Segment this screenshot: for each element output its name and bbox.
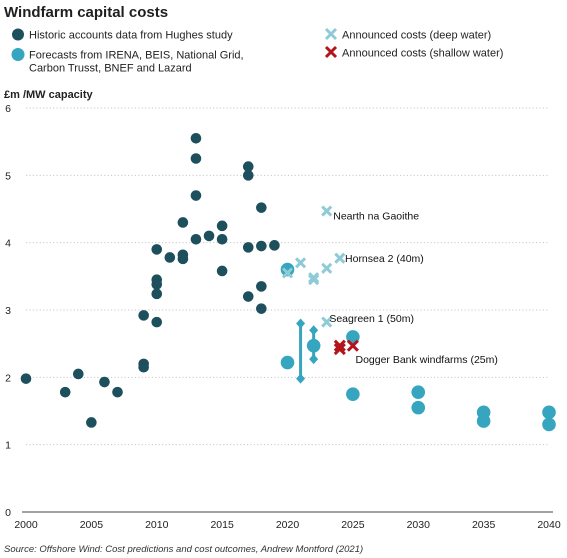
legend-deep-marker	[324, 27, 338, 41]
grid-lines	[26, 107, 549, 446]
historic-point	[151, 279, 163, 290]
historic-point	[216, 234, 228, 245]
historic-point	[256, 240, 267, 252]
deep-water-point	[308, 274, 320, 286]
forecast-point	[346, 387, 360, 401]
historic-point	[138, 361, 149, 373]
axes: 0 1 2 3 4 5 6 2000 2005 2010 2015 2020 2025 2030 2035 2…	[5, 103, 561, 531]
historic-point	[190, 133, 202, 144]
historic-point	[59, 386, 71, 398]
historic-point	[190, 190, 202, 201]
historic-point	[203, 230, 215, 242]
historic-point	[242, 161, 254, 172]
forecast-range-marker	[309, 354, 319, 365]
shallow-water-point	[333, 339, 346, 352]
forecast-point	[280, 355, 295, 370]
forecast-point	[280, 262, 295, 277]
historic-point	[151, 288, 163, 300]
historic-point	[242, 242, 254, 253]
deep-water-point	[334, 252, 346, 264]
forecast-point	[542, 417, 556, 432]
historic-point	[256, 303, 267, 314]
x-tick-label: 2030	[407, 519, 431, 531]
historic-point	[151, 244, 163, 255]
source-note: Source: Offshore Wind: Cost predictions …	[4, 544, 363, 555]
y-tick-label: 6	[5, 103, 11, 115]
deep-water-point	[281, 267, 294, 279]
deep-water-point	[321, 316, 333, 328]
legend-deep-label: Announced costs (deep water)	[342, 30, 491, 42]
forecast-point	[411, 400, 426, 415]
legend-historic-label: Historic accounts data from Hughes study	[29, 30, 233, 42]
historic-point	[190, 153, 202, 164]
x-tick-label: 2010	[145, 519, 169, 531]
data-points	[20, 133, 556, 432]
forecast-point	[411, 385, 426, 399]
annotation-label: Nearth na Gaoithe	[333, 211, 419, 223]
historic-point	[151, 316, 163, 328]
historic-point	[99, 376, 110, 388]
x-tick-label: 2040	[537, 519, 561, 531]
legend-historic-marker	[12, 28, 24, 41]
historic-point	[242, 170, 254, 181]
y-tick-label: 2	[5, 372, 11, 384]
shallow-water-point	[346, 339, 359, 352]
deep-water-point	[295, 257, 307, 269]
x-tick-label: 2005	[80, 519, 104, 531]
forecast-point	[306, 338, 321, 353]
shallow-water-point	[333, 342, 346, 356]
historic-point	[216, 265, 228, 277]
annotations: Nearth na Gaoithe Hornsea 2 (40m) Seagreen…	[329, 211, 498, 366]
historic-point	[20, 373, 32, 384]
historic-point	[177, 217, 189, 228]
historic-point	[269, 240, 280, 251]
annotation-label: Dogger Bank windfarms (25m)	[355, 354, 497, 366]
deep-water-point	[321, 205, 333, 217]
historic-point	[86, 417, 97, 428]
legend-forecast-label: Forecasts from IRENA, BEIS, National Gri…	[29, 50, 247, 75]
historic-point	[112, 386, 123, 398]
chart-title: Windfarm capital costs	[4, 4, 168, 21]
x-tick-label: 2000	[14, 519, 38, 531]
y-axis-label: £m /MW capacity	[4, 89, 94, 101]
historic-point	[256, 281, 267, 292]
historic-point	[256, 202, 267, 213]
forecast-point	[476, 414, 491, 428]
historic-point	[177, 253, 189, 265]
legend-forecast-marker	[11, 48, 25, 61]
legend-shallow-label: Announced costs (shallow water)	[342, 48, 503, 60]
historic-point	[242, 291, 254, 302]
historic-point	[73, 368, 84, 380]
y-tick-label: 4	[5, 238, 11, 250]
x-tick-label: 2035	[472, 519, 496, 531]
y-tick-label: 5	[5, 170, 11, 182]
y-tick-label: 1	[5, 440, 11, 452]
annotation-label: Seagreen 1 (50m)	[329, 313, 414, 325]
deep-water-point	[321, 262, 333, 274]
historic-point	[138, 310, 149, 321]
forecast-range-marker	[309, 325, 319, 336]
forecast-range-marker	[296, 318, 306, 329]
y-tick-label: 3	[5, 305, 11, 317]
historic-point	[164, 252, 176, 263]
annotation-label: Hornsea 2 (40m)	[345, 253, 424, 265]
x-tick-label: 2015	[210, 519, 234, 531]
x-tick-label: 2020	[276, 519, 300, 531]
historic-point	[216, 220, 228, 232]
forecast-range-marker	[296, 373, 306, 384]
historic-point	[190, 234, 202, 245]
legend-shallow-marker	[324, 45, 338, 59]
y-tick-label: 0	[5, 507, 11, 519]
forecast-point	[542, 405, 556, 420]
x-tick-label: 2025	[341, 519, 365, 531]
legend: Historic accounts data from Hughes study…	[11, 27, 503, 75]
